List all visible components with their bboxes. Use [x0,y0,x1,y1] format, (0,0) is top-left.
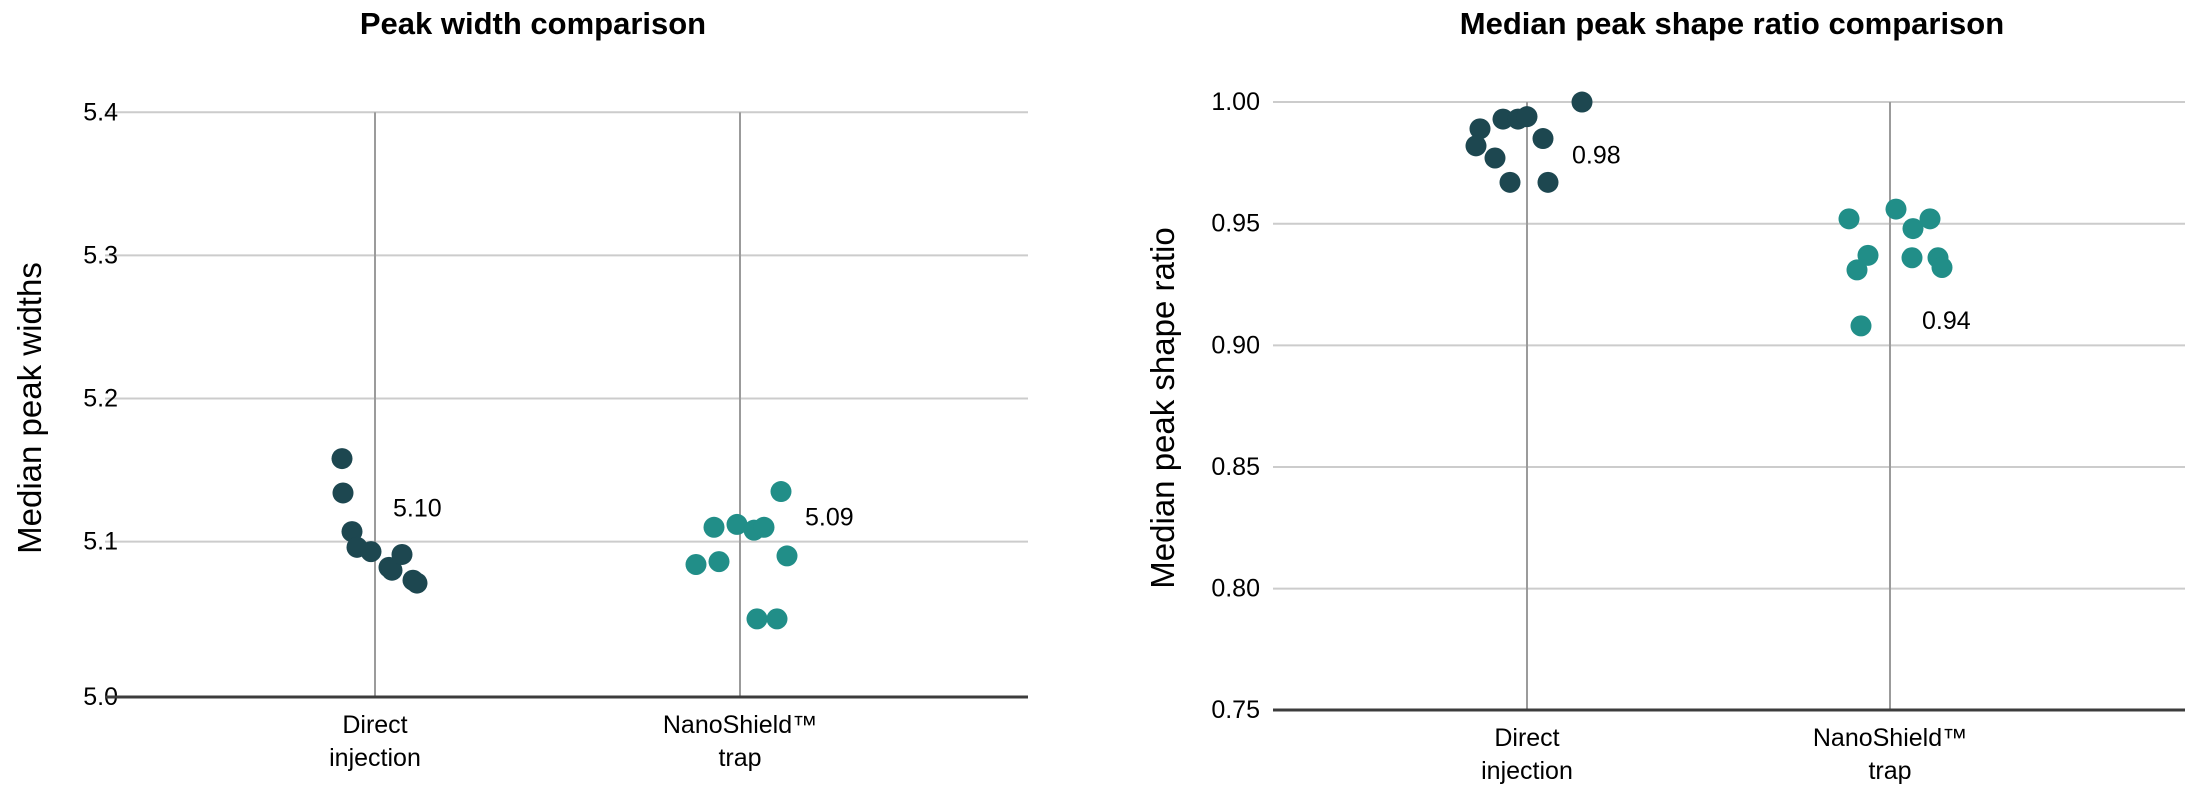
median-annotation: 0.98 [1572,142,1621,170]
y-tick-label: 0.75 [1211,696,1260,724]
x-category-label: Direct [1494,724,1559,752]
median-annotation: 5.09 [805,503,854,531]
data-point-nanoshield-trap [708,551,730,573]
data-point-nanoshield-trap [1931,256,1953,278]
median-annotation: 5.10 [393,495,442,523]
x-category-label: trap [718,744,761,772]
data-point-nanoshield-trap [1885,198,1907,220]
data-point-nanoshield-trap [776,545,798,567]
data-point-direct-injection [1516,106,1538,128]
data-point-direct-injection [1537,171,1559,193]
y-tick-label: 5.3 [83,241,118,269]
data-point-direct-injection [331,448,353,470]
chart-title-peak-shape-ratio: Median peak shape ratio comparison [1459,6,2005,41]
data-point-direct-injection [1484,147,1506,169]
data-point-nanoshield-trap [1901,247,1923,269]
x-category-label: injection [1481,757,1573,785]
data-point-nanoshield-trap [685,553,707,575]
data-point-nanoshield-trap [1838,208,1860,230]
data-point-nanoshield-trap [1919,208,1941,230]
data-point-nanoshield-trap [726,513,748,535]
x-category-label: NanoShield™ [663,711,817,739]
data-point-direct-injection [391,543,413,565]
data-point-direct-injection [1492,108,1514,130]
data-point-direct-injection [1465,135,1487,157]
y-tick-label: 1.00 [1211,88,1260,116]
data-point-direct-injection [1571,91,1593,113]
chart-title-peak-width: Peak width comparison [359,6,707,41]
data-point-nanoshield-trap [1902,218,1924,240]
data-point-nanoshield-trap [746,608,768,630]
x-category-label: injection [329,744,421,772]
data-point-direct-injection [1499,171,1521,193]
data-point-nanoshield-trap [770,481,792,503]
data-point-nanoshield-trap [753,516,775,538]
data-point-direct-injection [1532,128,1554,150]
x-category-label: Direct [342,711,407,739]
data-point-direct-injection [360,541,382,563]
y-tick-label: 0.95 [1211,210,1260,238]
y-tick-label: 0.90 [1211,331,1260,359]
median-annotation: 0.94 [1922,307,1971,335]
data-point-direct-injection [406,572,428,594]
x-category-label: trap [1868,757,1911,785]
data-point-direct-injection [1469,118,1491,140]
y-tick-label: 5.2 [83,385,118,413]
data-point-nanoshield-trap [703,516,725,538]
data-point-nanoshield-trap [766,608,788,630]
data-point-direct-injection [332,482,354,504]
y-tick-label: 5.4 [83,98,118,126]
y-tick-label: 5.1 [83,528,118,556]
data-point-nanoshield-trap [1857,244,1879,266]
x-category-label: NanoShield™ [1813,724,1967,752]
y-tick-label: 0.80 [1211,575,1260,603]
data-point-nanoshield-trap [1846,259,1868,281]
y-tick-label: 0.85 [1211,453,1260,481]
data-point-nanoshield-trap [1850,315,1872,337]
data-point-direct-injection [381,559,403,581]
